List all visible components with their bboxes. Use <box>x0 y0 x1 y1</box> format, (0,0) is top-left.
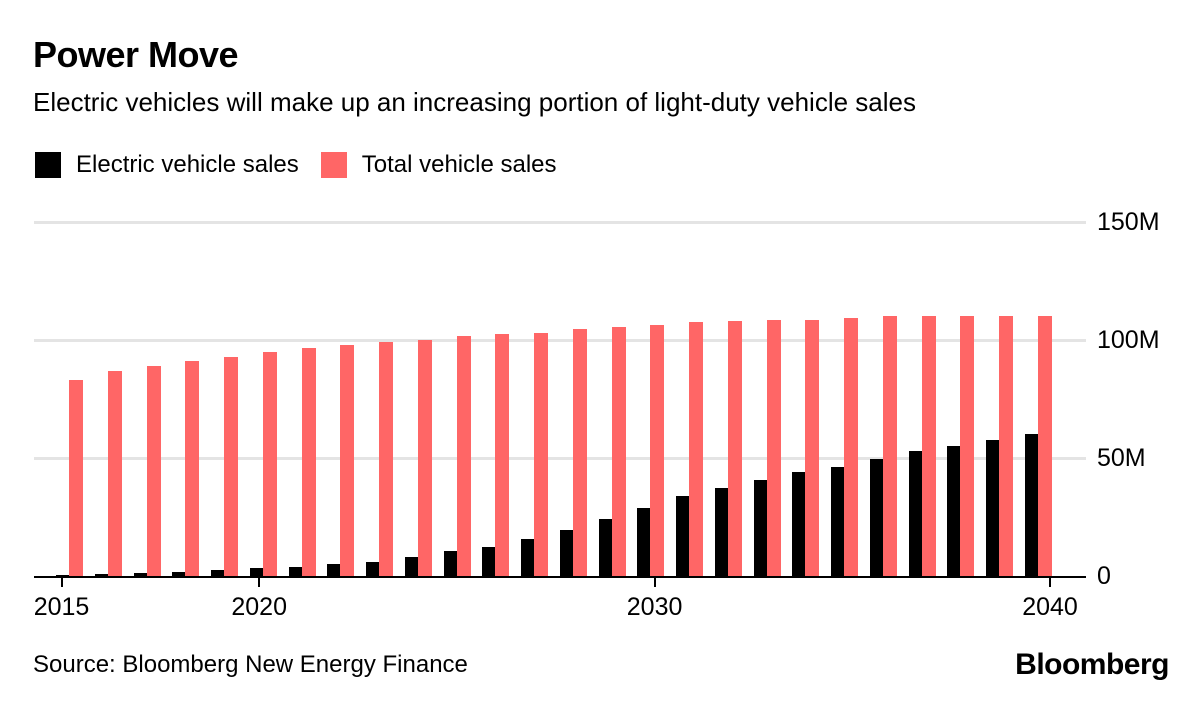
bar-total-2028 <box>572 329 587 576</box>
bar-ev-2020 <box>249 568 263 576</box>
x-tick-2030 <box>653 578 656 587</box>
source-text: Source: Bloomberg New Energy Finance <box>33 651 468 678</box>
bar-total-2032 <box>727 321 742 576</box>
bar-total-2029 <box>611 327 626 576</box>
bar-total-2024 <box>417 340 432 576</box>
bar-ev-2026 <box>482 546 496 576</box>
bar-total-2039 <box>999 316 1014 576</box>
bar-total-2026 <box>495 334 510 576</box>
x-label-2030: 2030 <box>626 593 683 621</box>
bar-total-2034 <box>805 319 820 576</box>
bar-ev-2024 <box>404 557 418 576</box>
bar-ev-2030 <box>637 507 651 576</box>
x-tick-2020 <box>258 578 261 587</box>
bar-total-2031 <box>689 322 704 576</box>
bar-ev-2036 <box>869 459 883 576</box>
bar-total-2033 <box>766 319 781 576</box>
chart-plot-area <box>34 221 1086 587</box>
bar-ev-2039 <box>986 440 1000 576</box>
x-tick-2015 <box>60 578 63 587</box>
legend: Electric vehicle sales Total vehicle sal… <box>35 151 579 179</box>
bar-ev-2038 <box>947 446 961 576</box>
bar-ev-2035 <box>831 467 845 576</box>
bar-total-2035 <box>844 317 859 576</box>
legend-item-total: Total vehicle sales <box>320 151 557 179</box>
y-label-0: 0 <box>1097 562 1111 590</box>
bar-ev-2031 <box>676 495 690 576</box>
gridline-100m <box>34 339 1086 342</box>
bar-total-2016 <box>107 370 122 576</box>
x-label-2040: 2040 <box>1022 593 1078 621</box>
bar-total-2027 <box>534 332 549 576</box>
bar-total-2036 <box>882 316 897 576</box>
bar-ev-2033 <box>753 480 767 576</box>
y-label-100m: 100M <box>1097 326 1160 354</box>
bar-ev-2015 <box>56 575 69 576</box>
bar-ev-2018 <box>172 571 186 576</box>
bar-total-2020 <box>262 351 277 576</box>
bar-ev-2037 <box>908 450 922 576</box>
chart-title: Power Move <box>33 34 239 75</box>
bar-ev-2034 <box>792 472 806 576</box>
bar-ev-2040 <box>1025 434 1038 576</box>
legend-swatch-ev <box>35 152 61 178</box>
bar-total-2018 <box>185 361 200 576</box>
legend-item-ev: Electric vehicle sales <box>35 151 299 179</box>
bar-ev-2028 <box>559 529 573 576</box>
bar-total-2030 <box>650 324 665 576</box>
bar-ev-2016 <box>94 574 108 576</box>
bar-ev-2021 <box>288 566 302 576</box>
legend-swatch-total <box>320 152 347 178</box>
bar-total-2015 <box>69 380 83 576</box>
bar-total-2019 <box>224 356 239 576</box>
x-axis-line <box>34 576 1086 578</box>
gridline-50m <box>34 457 1086 460</box>
bar-ev-2025 <box>443 551 457 576</box>
x-tick-2040 <box>1049 578 1051 587</box>
bar-total-2025 <box>456 336 471 576</box>
bar-ev-2023 <box>366 561 380 576</box>
bar-total-2040 <box>1038 316 1052 576</box>
x-label-2015: 2015 <box>33 593 90 621</box>
bar-ev-2029 <box>598 519 612 576</box>
bar-total-2021 <box>301 348 316 576</box>
bar-ev-2022 <box>327 564 341 576</box>
bar-total-2038 <box>960 316 975 576</box>
legend-label-ev: Electric vehicle sales <box>76 151 299 178</box>
chart-subtitle: Electric vehicles will make up an increa… <box>33 87 916 117</box>
gridline-150m <box>34 221 1086 224</box>
bar-ev-2032 <box>714 487 728 576</box>
y-label-50m: 50M <box>1097 444 1146 472</box>
bloomberg-logo: Bloomberg <box>1015 648 1169 681</box>
bar-ev-2027 <box>521 539 535 576</box>
x-label-2020: 2020 <box>231 593 287 621</box>
legend-label-total: Total vehicle sales <box>361 151 557 178</box>
y-label-150m: 150M <box>1097 208 1160 236</box>
bar-ev-2019 <box>211 570 225 576</box>
bar-total-2037 <box>921 316 936 576</box>
bar-ev-2017 <box>133 573 147 576</box>
bar-total-2023 <box>379 342 394 576</box>
bar-total-2017 <box>146 365 161 576</box>
bar-total-2022 <box>340 344 355 576</box>
